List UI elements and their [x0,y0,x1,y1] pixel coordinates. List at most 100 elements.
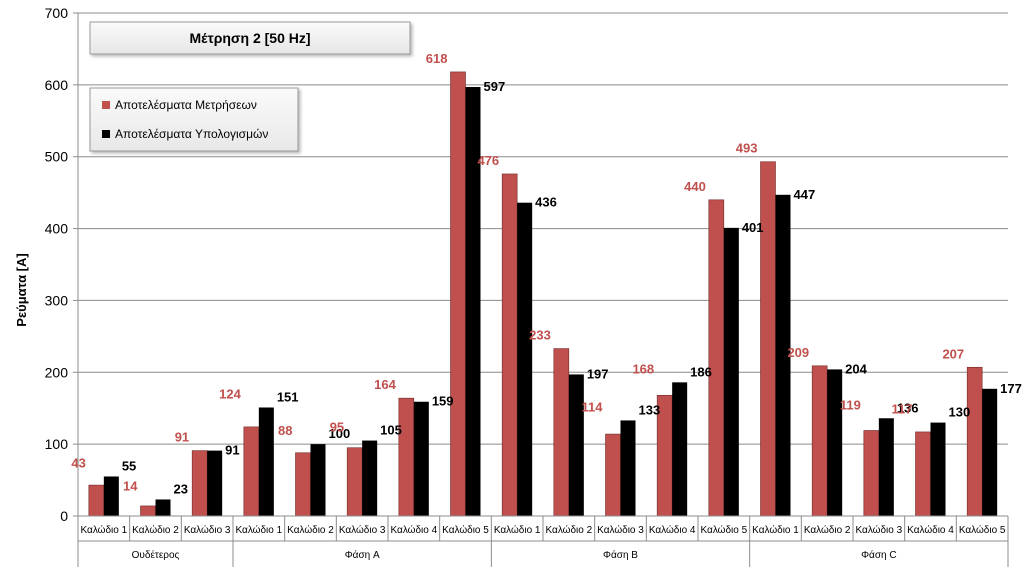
bar-measured [191,450,208,517]
x-tick-label: Καλώδιο 2 [804,524,851,536]
y-tick-label: 500 [45,149,69,165]
x-tick-label: Καλώδιο 3 [855,524,902,536]
x-tick-label: Καλώδιο 3 [339,524,386,536]
bar-measured [295,452,311,517]
y-tick-label: 600 [45,77,69,93]
x-tick-label: Καλώδιο 5 [700,524,747,536]
x-tick-label: Καλώδιο 2 [545,524,592,536]
x-tick-label: Καλώδιο 5 [959,524,1006,536]
bar-calculated [982,388,998,516]
bar-calculated [310,444,326,516]
data-label-calculated: 130 [949,405,971,420]
data-label-measured: 476 [477,153,499,168]
bar-calculated [207,450,223,516]
y-tick-label: 200 [45,364,69,380]
legend-label-measured: Αποτελέσματα Μετρήσεων [115,98,257,112]
x-tick-label: Καλώδιο 4 [907,524,954,536]
x-tick-label: Καλώδιο 1 [752,524,799,536]
bar-measured [760,161,776,517]
data-label-measured: 91 [175,430,189,445]
data-label-calculated: 197 [587,366,609,381]
x-tick-label: Καλώδιο 4 [390,524,437,536]
data-label-calculated: 133 [639,402,661,417]
bar-measured [450,71,466,517]
bar-measured [811,365,828,517]
bar-measured [605,433,621,517]
bar-calculated [827,369,843,516]
data-label-calculated: 100 [329,426,351,441]
group-label: Φάση A [345,549,380,561]
y-tick-label: 0 [60,508,68,524]
bar-calculated [517,202,533,516]
data-label-calculated: 91 [225,443,239,458]
y-axis-label: Ρεύματα [A] [14,253,29,326]
x-tick-label: Καλώδιο 3 [597,524,644,536]
bar-calculated [155,499,171,516]
y-tick-label: 300 [45,292,69,308]
data-label-measured: 114 [582,399,604,414]
data-label-calculated: 105 [380,423,402,438]
data-label-calculated: 23 [174,481,188,496]
y-tick-label: 100 [45,436,69,452]
data-label-calculated: 151 [277,389,299,404]
bar-calculated [775,194,791,516]
axes: 0 100 200 300 400 500 600 700 Καλώδιο 1 Καλώδιο 2… [45,5,1009,567]
x-tick-label: Καλώδιο 5 [442,524,489,536]
data-label-measured: 207 [942,346,964,361]
y-tick-label: 700 [45,5,69,21]
legend-swatch-calculated [102,130,110,138]
data-label-measured: 233 [529,328,551,343]
group-label: Ουδέτερος [132,549,180,561]
data-label-measured: 618 [426,51,448,66]
data-label-calculated: 447 [794,187,816,202]
bar-calculated [465,87,481,517]
data-label-calculated: 186 [690,364,712,379]
data-label-measured: 119 [840,397,861,412]
bar-measured [88,484,105,517]
bar-measured [863,430,880,517]
data-label-measured: 493 [736,141,758,156]
bar-measured [346,447,363,517]
x-tick-label: Καλώδιο 2 [132,524,179,536]
bar-calculated [413,401,429,516]
chart-title: Μέτρηση 2 [50 Hz] [189,30,310,46]
legend-swatch-measured [102,101,110,109]
bar-measured [501,173,518,517]
x-tick-label: Καλώδιο 1 [80,524,127,536]
bar-calculated [878,418,894,516]
group-label: Φάση C [861,549,897,561]
data-label-calculated: 204 [845,361,867,376]
bar-calculated [103,476,119,516]
data-label-measured: 124 [219,386,241,401]
bar-calculated [930,422,946,516]
legend-label-calculated: Αποτελέσματα Υπολογισμών [115,127,268,141]
data-label-calculated: 159 [432,394,454,409]
bar-calculated [723,227,739,517]
legend: Αποτελέσματα Μετρήσεων Αποτελέσματα Υπολ… [89,87,299,152]
bars [88,71,998,517]
data-label-measured: 168 [632,361,654,376]
bar-calculated [362,440,378,516]
bar-calculated [258,407,274,516]
bar-measured [553,348,570,517]
data-label-measured: 117 [892,402,913,417]
bar-measured [398,397,415,517]
bar-measured [966,366,983,517]
group-label: Φάση B [603,549,638,561]
data-label-calculated: 401 [742,220,764,235]
bar-calculated [568,374,584,516]
bar-measured [708,199,725,517]
x-tick-label: Καλώδιο 1 [494,524,541,536]
x-tick-label: Καλώδιο 3 [184,524,231,536]
data-label-measured: 440 [684,179,706,194]
bar-measured [243,426,260,517]
data-label-measured: 209 [787,345,809,360]
x-tick-label: Καλώδιο 2 [287,524,334,536]
x-tick-label: Καλώδιο 1 [235,524,282,536]
data-label-measured: 164 [374,377,396,392]
data-label-calculated: 55 [122,458,136,473]
data-label-calculated: 597 [484,79,506,94]
y-tick-label: 400 [45,221,69,237]
